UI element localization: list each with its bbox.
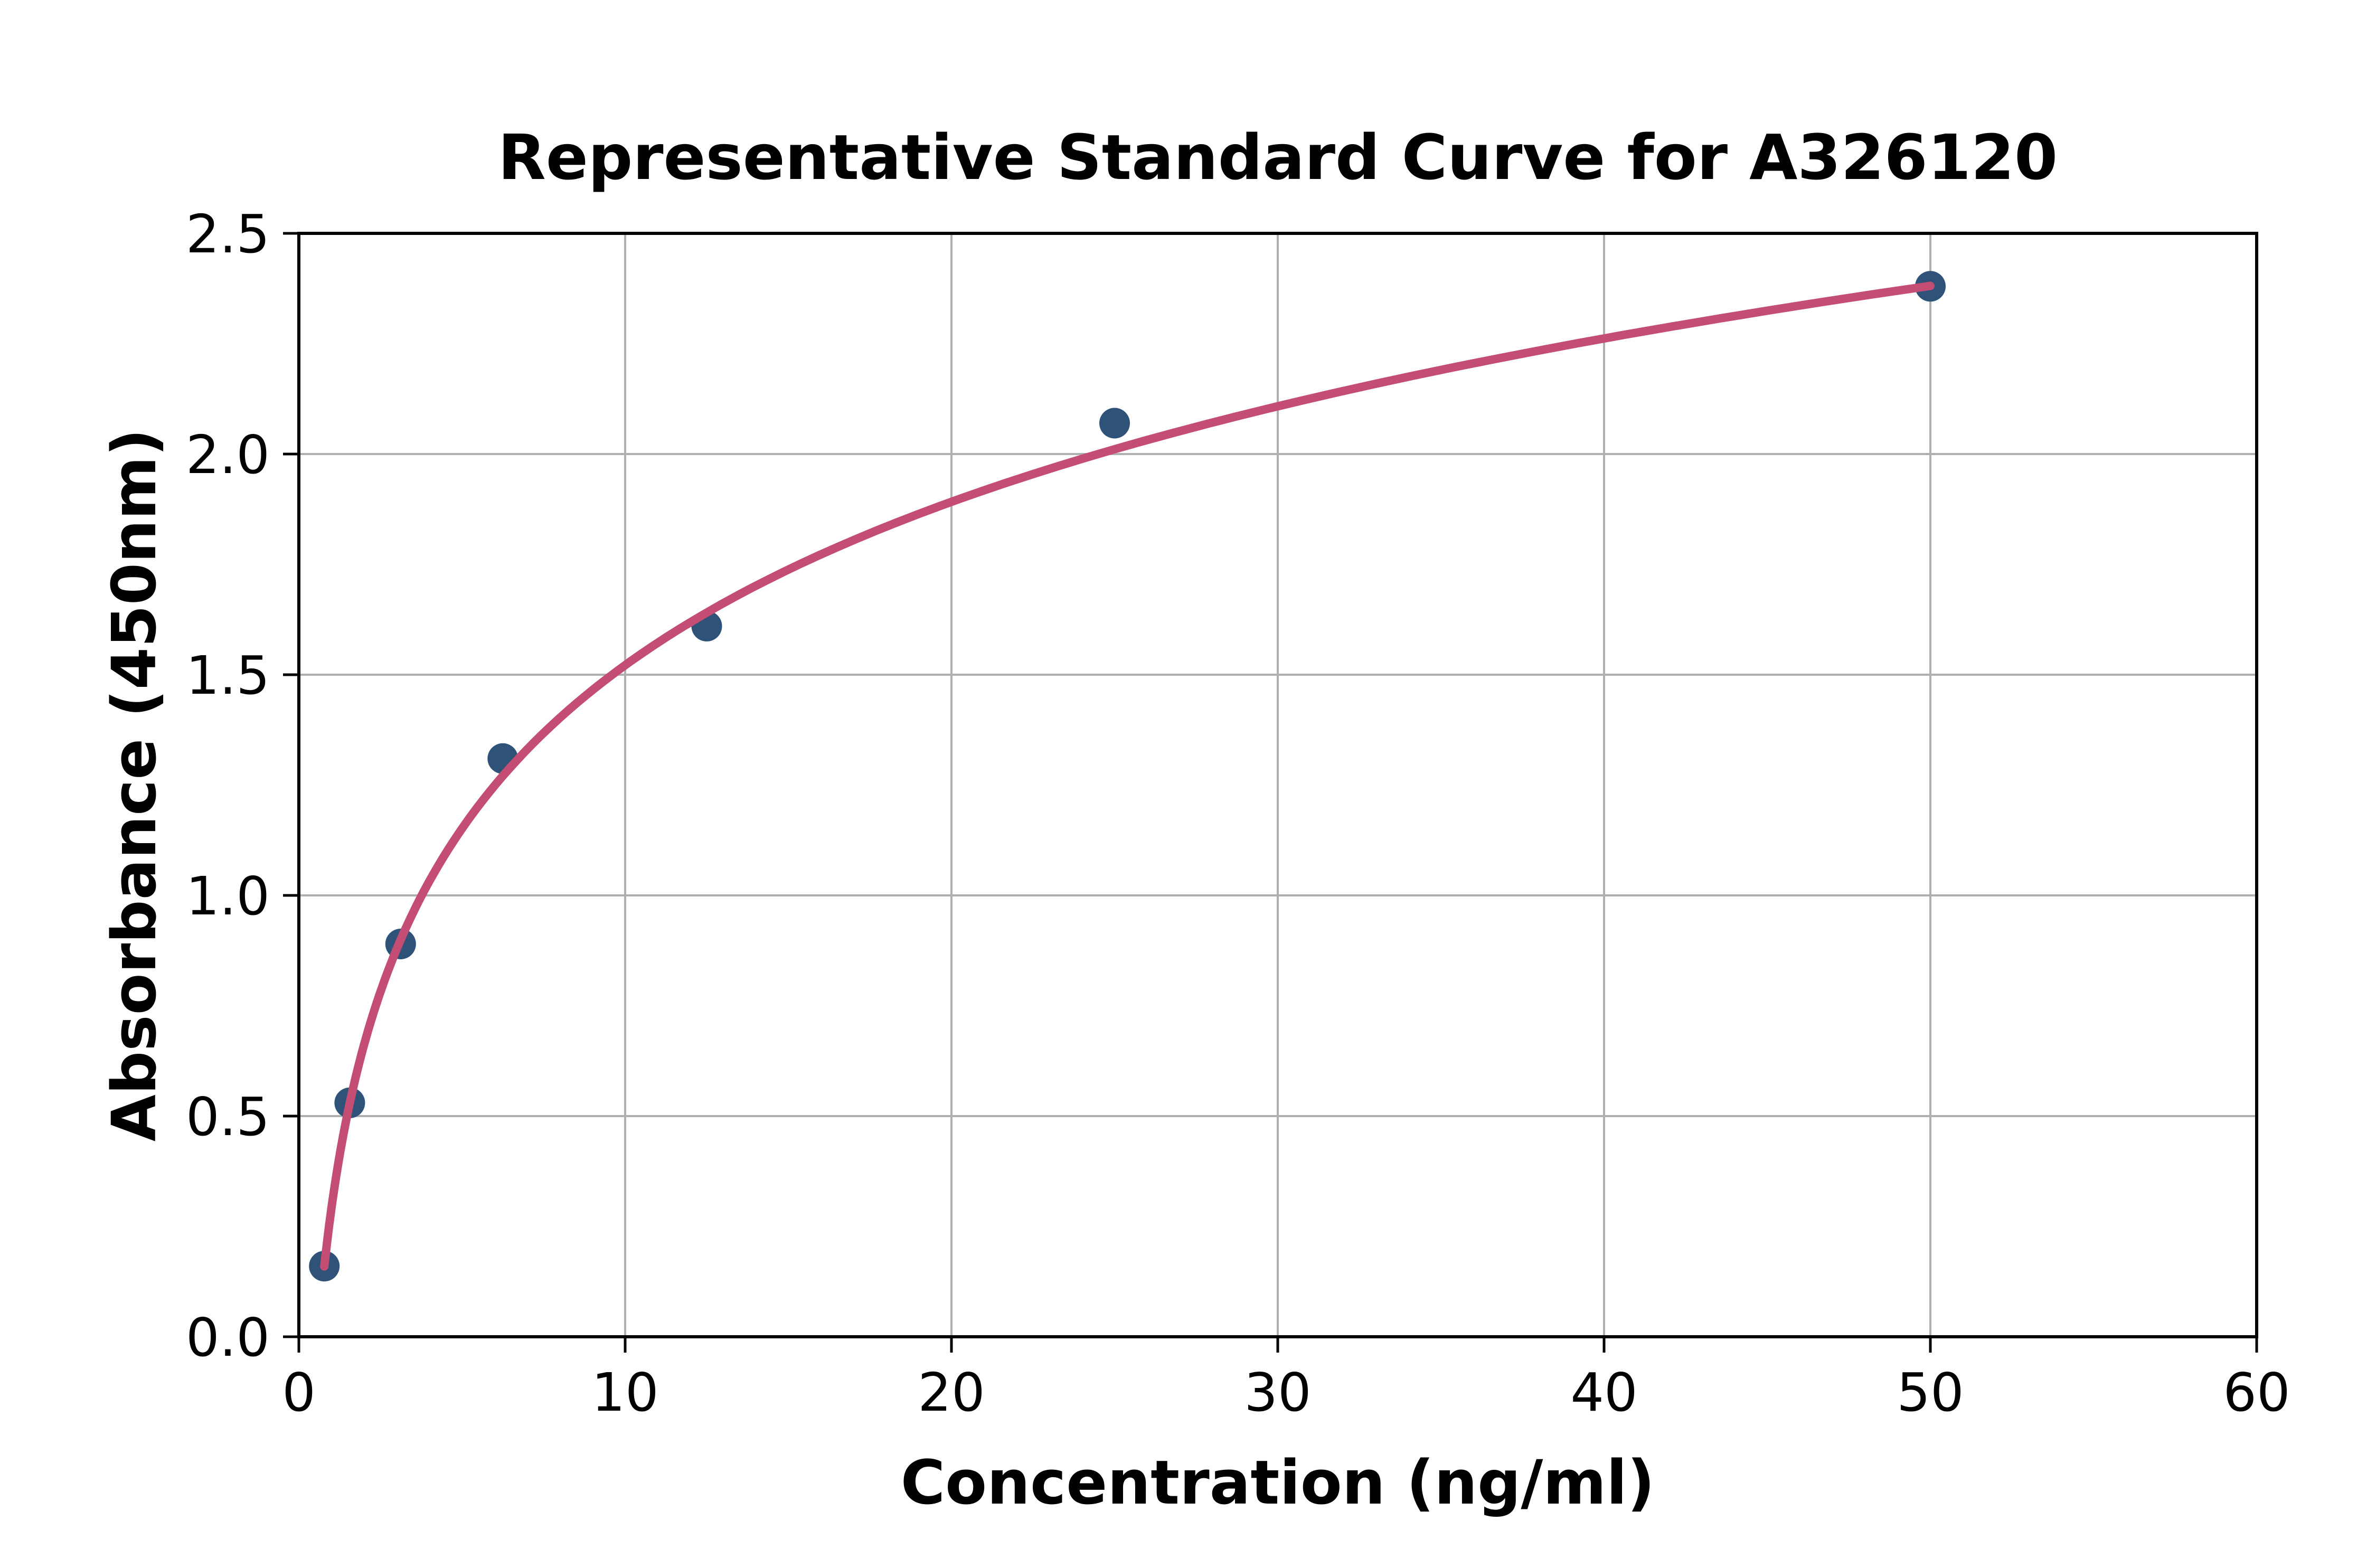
x-tick-label: 30 bbox=[1244, 1362, 1311, 1423]
x-axis-label: Concentration (ng/ml) bbox=[900, 1448, 1655, 1518]
plot-border bbox=[297, 232, 2258, 1338]
fit-curve bbox=[320, 281, 1935, 1271]
y-tick-label: 2.5 bbox=[186, 203, 270, 265]
x-tick-label: 10 bbox=[591, 1362, 658, 1423]
x-tick-label: 40 bbox=[1570, 1362, 1637, 1423]
x-tick-label: 20 bbox=[918, 1362, 985, 1423]
y-tick-label: 0.0 bbox=[186, 1307, 270, 1368]
chart-title: Representative Standard Curve for A32612… bbox=[497, 121, 2058, 194]
x-tick-label: 60 bbox=[2223, 1362, 2290, 1423]
y-tick-label: 1.5 bbox=[186, 645, 270, 706]
x-tick-label: 50 bbox=[1897, 1362, 1964, 1423]
y-tick-label: 0.5 bbox=[186, 1086, 270, 1148]
y-tick-label: 1.0 bbox=[186, 865, 270, 927]
x-tick-label: 0 bbox=[282, 1362, 316, 1423]
data-point bbox=[1099, 408, 1130, 439]
y-tick-label: 2.0 bbox=[186, 424, 270, 486]
